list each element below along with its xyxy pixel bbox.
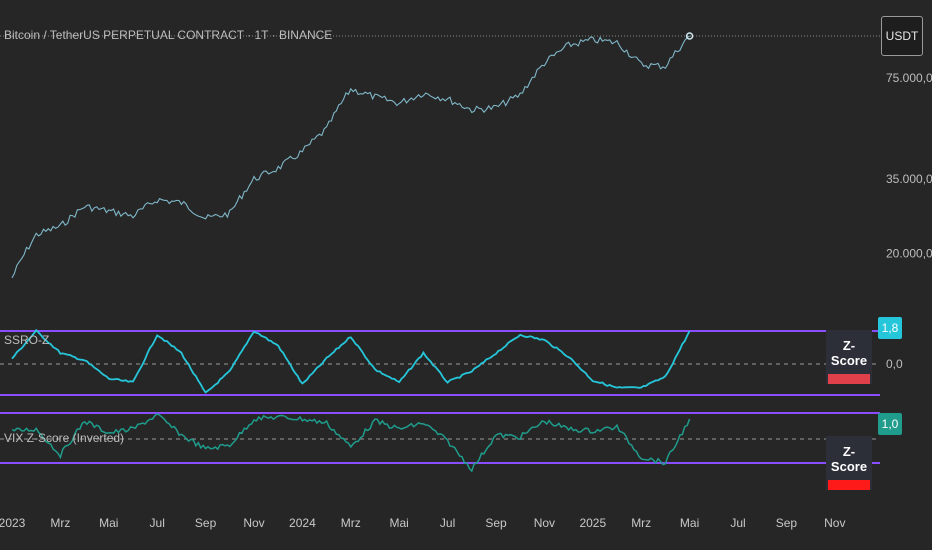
vix-zscore-table: Z-Score: [826, 436, 872, 490]
time-axis-label: 2023: [0, 516, 26, 530]
price-axis-label: 20.000,0: [886, 246, 932, 260]
ssro-series-line: [11, 328, 691, 394]
time-axis-label: Sep: [776, 516, 798, 530]
time-axis-label: Nov: [243, 516, 264, 530]
price-series-line: [11, 35, 690, 279]
time-axis-label: 2025: [579, 516, 606, 530]
vix-value-tag: 1,0: [878, 413, 902, 435]
time-axis-label: Mrz: [50, 516, 70, 530]
time-axis-label: Sep: [485, 516, 507, 530]
ssro-status-bar: [828, 374, 870, 384]
price-axis-label: 35.000,0: [886, 172, 932, 186]
vix-zscore-label: Z-Score: [830, 444, 868, 474]
currency-badge[interactable]: USDT: [881, 16, 923, 56]
ssro-zscore-table: Z-Score: [826, 330, 872, 384]
time-axis-label: 2024: [289, 516, 316, 530]
ssro-value-tag: 1,8: [878, 317, 902, 339]
chart-title: Bitcoin / TetherUS PERPETUAL CONTRACT · …: [4, 28, 333, 42]
vix-series-line: [11, 413, 691, 473]
time-axis-label: Nov: [534, 516, 555, 530]
vix-pane-label: VIX Z-Score (Inverted): [4, 431, 125, 445]
time-axis-label: Mai: [390, 516, 409, 530]
time-axis-label: Jul: [440, 516, 455, 530]
vix-status-bar: [828, 480, 870, 490]
time-axis-label: Nov: [824, 516, 845, 530]
time-axis-label: Mai: [99, 516, 118, 530]
ssro-zero-label: 0,0: [886, 357, 903, 371]
time-axis-label: Jul: [150, 516, 165, 530]
ssro-pane-label: SSRO-Z: [4, 333, 50, 347]
time-axis-label: Mrz: [341, 516, 361, 530]
price-axis-label: 75.000,0: [886, 71, 932, 85]
ssro-zscore-label: Z-Score: [830, 338, 868, 368]
time-axis-label: Sep: [195, 516, 217, 530]
time-axis-label: Mrz: [631, 516, 651, 530]
time-axis-label: Mai: [680, 516, 699, 530]
last-price-dot: [685, 32, 694, 40]
time-axis-label: Jul: [730, 516, 745, 530]
